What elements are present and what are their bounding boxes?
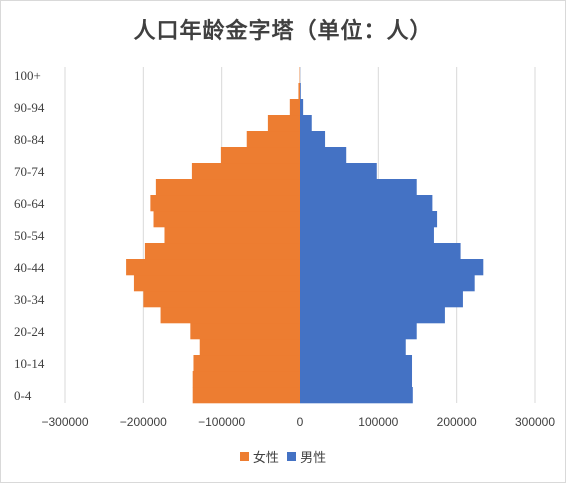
x-tick-label: −200000 [120,415,167,429]
male-bar-90-94 [300,99,304,116]
male-bar-65-69 [300,179,417,196]
legend-swatch-female [239,452,249,461]
y-tick-label: 70-74 [14,164,45,179]
x-tick-label: 100000 [358,415,398,429]
male-bar-25-29 [300,307,445,324]
x-tick-label: −100000 [198,415,245,429]
y-tick-label: 100+ [14,68,41,83]
female-bar-85-89 [267,115,300,132]
female-bar-55-59 [153,211,300,228]
female-bar-45-49 [144,243,300,260]
y-tick-label: 20-24 [14,324,45,339]
legend-swatch-male [287,452,297,461]
female-bar-70-74 [191,163,300,180]
female-bar-0-4 [192,387,300,404]
female-bar-25-29 [160,307,300,324]
female-bar-75-79 [220,147,300,164]
male-bar-55-59 [300,211,438,228]
female-bar-40-44 [126,259,300,276]
x-tick-label: 300000 [515,415,555,429]
male-bar-30-34 [300,291,463,308]
male-bar-0-4 [300,387,413,404]
y-tick-label: 50-54 [14,228,45,243]
male-bar-60-64 [300,195,433,212]
legend-item-female: 女性 [239,447,279,466]
chart-title: 人口年龄金字塔（单位：人） [133,18,433,44]
female-bar-20-24 [190,323,300,340]
legend-item-male: 男性 [287,447,326,466]
y-tick-label: 80-84 [14,132,45,147]
female-bar-95-99 [298,83,300,100]
female-bar-90-94 [289,99,300,116]
female-bar-35-39 [133,275,300,292]
bars [126,67,484,404]
male-bar-70-74 [300,163,377,180]
female-bar-50-54 [164,227,300,244]
male-bar-5-9 [300,371,413,388]
x-tick-label: −300000 [41,415,88,429]
female-bar-15-19 [199,339,300,356]
female-bar-80-84 [246,131,300,148]
male-bar-15-19 [300,339,406,356]
male-bar-40-44 [300,259,484,276]
y-tick-label: 10-14 [14,356,45,371]
female-bar-30-34 [143,291,300,308]
x-axis-ticks: −300000 −200000 −100000 0 100000 200000 300000 [41,415,555,429]
y-tick-label: 30-34 [14,292,45,307]
x-tick-label: 0 [297,415,304,429]
female-bar-65-69 [155,179,300,196]
female-bar-60-64 [150,195,300,212]
y-tick-label: 40-44 [14,260,45,275]
y-tick-label: 60-64 [14,196,45,211]
female-bar-5-9 [192,371,300,388]
y-tick-label: 90-94 [14,100,45,115]
male-bar-20-24 [300,323,417,340]
male-bar-85-89 [300,115,312,132]
legend: 女性 男性 [0,447,566,466]
legend-label-male: 男性 [300,451,327,466]
female-bar-10-14 [193,355,300,372]
male-bar-10-14 [300,355,413,372]
male-bar-45-49 [300,243,461,260]
x-tick-label: 200000 [437,415,477,429]
male-bar-35-39 [300,275,475,292]
male-bar-95-99 [300,83,301,100]
male-bar-50-54 [300,227,434,244]
male-bar-80-84 [300,131,326,148]
legend-label-female: 女性 [252,451,279,466]
y-axis-ticks: 0-4 10-14 20-24 30-34 40-44 50-54 60-64 70-74 80… [14,68,45,403]
male-bar-75-79 [300,147,347,164]
y-tick-label: 0-4 [14,388,32,403]
